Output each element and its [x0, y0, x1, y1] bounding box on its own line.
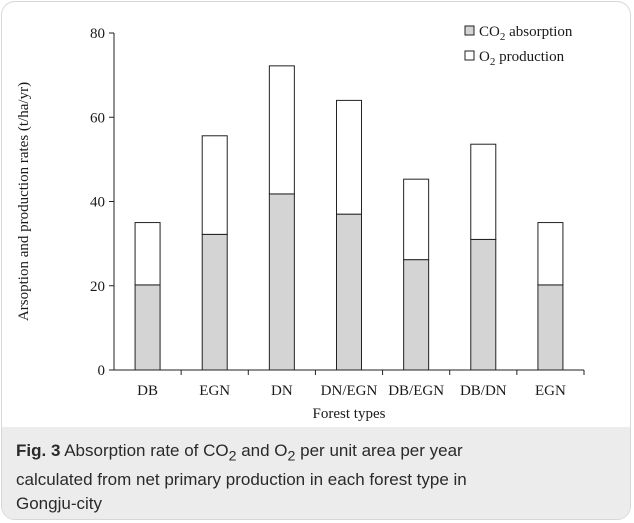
- caption-sub-2: 2: [287, 448, 296, 465]
- bar-o2-production: [537, 222, 564, 286]
- bar-co2-absorption: [470, 238, 497, 371]
- legend-swatch-co2: [464, 25, 475, 36]
- y-tick-label: 40: [90, 195, 105, 211]
- x-axis-title: Forest types: [313, 406, 386, 422]
- caption-sub-1: 2: [228, 448, 237, 465]
- y-tick-label: 0: [98, 363, 106, 379]
- bar-o2-production: [403, 178, 430, 261]
- x-tick-label: DB/EGN: [388, 383, 444, 399]
- x-tick-label: DN/EGN: [321, 383, 378, 399]
- figure-caption: Fig. 3 Absorption rate of CO2 and O2 per…: [16, 439, 476, 516]
- figure-label: Fig. 3: [16, 441, 61, 460]
- caption-text-3: per unit area per year calculated from n…: [16, 441, 467, 514]
- x-tick-label: DB/DN: [460, 383, 507, 399]
- legend-label: CO2 absorption: [479, 24, 573, 43]
- y-tick-label: 60: [90, 110, 105, 126]
- x-tick-label: DN: [271, 383, 293, 399]
- x-tick-label: DB: [137, 383, 158, 399]
- bar-co2-absorption: [268, 193, 295, 371]
- legend-label: O2 production: [479, 49, 565, 68]
- bar-co2-absorption: [403, 259, 430, 371]
- bar-o2-production: [336, 99, 362, 215]
- y-tick-label: 20: [90, 279, 105, 295]
- bar-o2-production: [134, 222, 161, 286]
- legend-swatch-o2: [464, 50, 475, 61]
- caption-text-2: and O: [236, 441, 288, 460]
- caption-text-1: Absorption rate of CO: [64, 441, 229, 460]
- x-tick-label: EGN: [535, 383, 566, 399]
- stacked-bar-chart: 0 20 40 60 80 DB EGN DN DN/EGN DB/EGN DB/DN EGN Fore…: [16, 24, 585, 422]
- bar-co2-absorption: [537, 284, 564, 371]
- x-tick-label: EGN: [199, 383, 230, 399]
- bar-co2-absorption: [134, 284, 161, 371]
- bar-o2-production: [201, 135, 228, 235]
- figure-caption-panel: Fig. 3 Absorption rate of CO2 and O2 per…: [2, 427, 630, 519]
- y-tick-label: 80: [90, 26, 105, 42]
- bar-co2-absorption: [336, 213, 362, 371]
- bar-co2-absorption: [201, 233, 228, 371]
- bar-o2-production: [268, 65, 295, 195]
- bar-o2-production: [470, 143, 497, 240]
- y-axis-title: Arsoption and production rates (t/ha/yr): [16, 82, 32, 321]
